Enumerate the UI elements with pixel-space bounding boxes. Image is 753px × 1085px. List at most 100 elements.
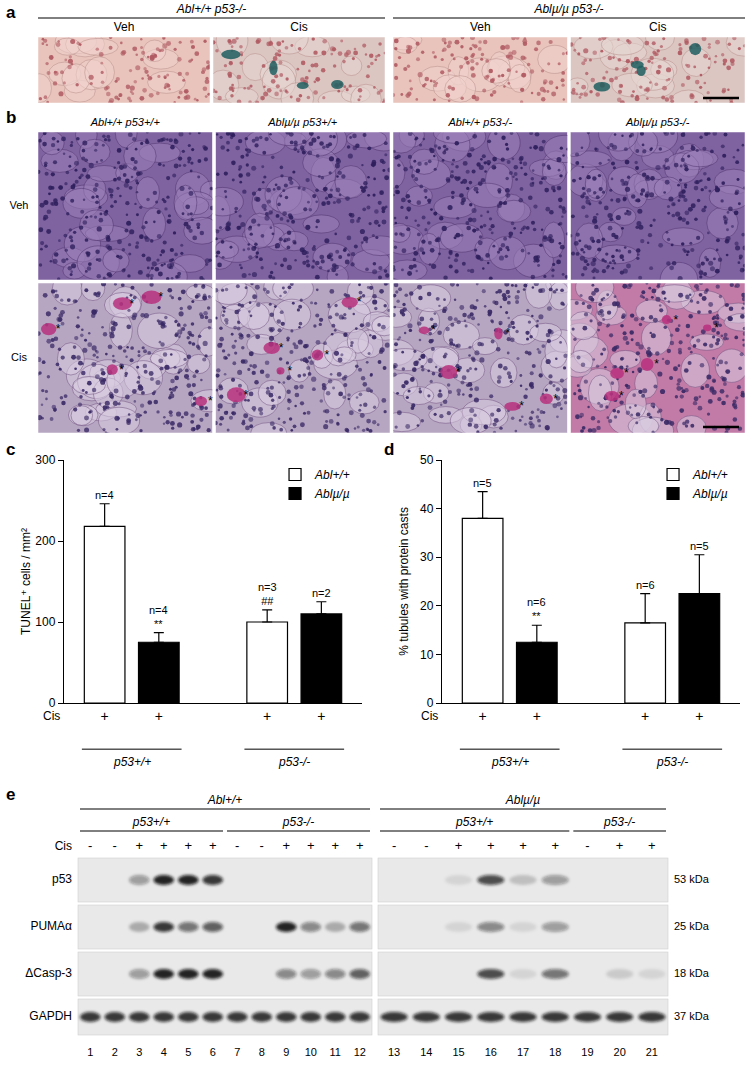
svg-text:n=3##: n=3##: [258, 581, 277, 607]
svg-text:Abl+/+: Abl+/+: [207, 793, 243, 807]
svg-text:+: +: [135, 838, 143, 853]
svg-text:0: 0: [49, 696, 56, 710]
svg-text:*: *: [431, 323, 436, 337]
svg-text:14: 14: [420, 1046, 432, 1058]
svg-text:Abl+/+ p53-/-: Abl+/+ p53-/-: [176, 2, 246, 16]
svg-text:3: 3: [136, 1046, 142, 1058]
svg-text:5: 5: [185, 1046, 191, 1058]
svg-text:+: +: [317, 708, 325, 724]
svg-text:p53+/+: p53+/+: [113, 755, 151, 769]
svg-text:*: *: [208, 394, 213, 408]
svg-text:25 kDa: 25 kDa: [674, 920, 710, 932]
svg-text:p53-/-: p53-/-: [278, 755, 310, 769]
svg-text:*: *: [505, 326, 510, 340]
svg-text:p53+/+: p53+/+: [455, 815, 493, 829]
svg-text:+: +: [519, 838, 527, 853]
svg-text:Ablµ/µ p53-/-: Ablµ/µ p53-/-: [625, 116, 690, 128]
svg-text:ΔCasp-3: ΔCasp-3: [25, 966, 72, 980]
svg-text:+: +: [551, 838, 559, 853]
svg-text:Ablµ/µ p53-/-: Ablµ/µ p53-/-: [533, 2, 603, 16]
svg-text:Veh: Veh: [10, 199, 29, 211]
svg-text:7: 7: [234, 1046, 240, 1058]
svg-text:6: 6: [210, 1046, 216, 1058]
svg-text:13: 13: [388, 1046, 400, 1058]
svg-text:p53-/-: p53-/-: [282, 815, 314, 829]
svg-text:0: 0: [427, 696, 434, 710]
svg-text:1: 1: [87, 1046, 93, 1058]
svg-text:+: +: [479, 708, 487, 724]
svg-text:Ablµ/µ: Ablµ/µ: [314, 487, 350, 501]
svg-text:+: +: [487, 838, 495, 853]
svg-text:9: 9: [283, 1046, 289, 1058]
svg-text:11: 11: [330, 1046, 341, 1058]
svg-text:Cis: Cis: [55, 839, 72, 853]
svg-text:+: +: [307, 838, 315, 853]
svg-text:40: 40: [420, 502, 434, 516]
svg-text:50: 50: [420, 453, 434, 467]
svg-text:Cis: Cis: [43, 709, 60, 723]
svg-text:p53+/+: p53+/+: [491, 755, 529, 769]
svg-text:+: +: [331, 838, 339, 853]
svg-text:TUNEL⁺ cells / mm²: TUNEL⁺ cells / mm²: [19, 528, 33, 635]
svg-text:*: *: [624, 366, 629, 380]
svg-text:Ablµ/µ: Ablµ/µ: [692, 487, 728, 501]
svg-text:10: 10: [305, 1046, 317, 1058]
svg-text:Abl+/+: Abl+/+: [314, 468, 350, 482]
svg-text:4: 4: [161, 1046, 167, 1058]
svg-text:Abl+/+: Abl+/+: [692, 468, 728, 482]
svg-text:Ablµ/µ: Ablµ/µ: [505, 793, 541, 807]
svg-text:*: *: [159, 290, 164, 304]
svg-text:-: -: [392, 838, 396, 853]
svg-text:+: +: [641, 708, 649, 724]
svg-text:n=5: n=5: [473, 477, 492, 489]
svg-text:c: c: [6, 440, 15, 459]
svg-text:n=6: n=6: [636, 579, 655, 591]
svg-text:e: e: [6, 785, 15, 804]
svg-text:+: +: [160, 838, 168, 853]
svg-text:p53-/-: p53-/-: [603, 815, 635, 829]
svg-text:n=2: n=2: [312, 587, 331, 599]
svg-text:+: +: [695, 708, 703, 724]
svg-text:+: +: [533, 708, 541, 724]
svg-text:53 kDa: 53 kDa: [674, 873, 710, 885]
svg-text:*: *: [56, 322, 61, 336]
svg-text:-: -: [424, 838, 428, 853]
svg-text:*: *: [654, 357, 659, 371]
svg-text:PUMAα: PUMAα: [30, 919, 72, 933]
svg-text:*: *: [279, 341, 284, 355]
svg-text:+: +: [356, 838, 364, 853]
svg-text:+: +: [648, 838, 656, 853]
svg-text:20: 20: [420, 599, 434, 613]
svg-text:b: b: [6, 108, 16, 127]
svg-text:21: 21: [646, 1046, 658, 1058]
svg-text:-: -: [88, 838, 92, 853]
svg-text:16: 16: [485, 1046, 497, 1058]
svg-text:p53: p53: [52, 872, 72, 886]
svg-text:Ablµ/µ p53+/+: Ablµ/µ p53+/+: [267, 116, 338, 128]
svg-text:17: 17: [517, 1046, 529, 1058]
svg-text:% tubules with protein casts: % tubules with protein casts: [397, 507, 411, 656]
svg-text:*: *: [714, 321, 719, 335]
svg-text:*: *: [288, 364, 293, 378]
svg-text:Veh: Veh: [114, 20, 135, 34]
svg-text:p53+/+: p53+/+: [132, 815, 170, 829]
svg-text:n=4**: n=4**: [149, 604, 168, 630]
svg-text:*: *: [456, 365, 461, 379]
svg-text:Abl+/+ p53+/+: Abl+/+ p53+/+: [90, 116, 161, 128]
svg-text:10: 10: [420, 648, 434, 662]
svg-text:300: 300: [35, 453, 55, 467]
svg-text:18: 18: [549, 1046, 561, 1058]
svg-text:*: *: [357, 295, 362, 309]
svg-text:n=6**: n=6**: [527, 596, 546, 622]
svg-text:+: +: [616, 838, 624, 853]
svg-text:*: *: [243, 388, 248, 402]
svg-text:Cis: Cis: [290, 20, 307, 34]
svg-text:-: -: [235, 838, 239, 853]
svg-text:30: 30: [420, 550, 434, 564]
svg-text:19: 19: [581, 1046, 593, 1058]
svg-text:8: 8: [259, 1046, 265, 1058]
svg-text:+: +: [263, 708, 271, 724]
svg-text:*: *: [553, 392, 558, 406]
svg-text:200: 200: [35, 534, 55, 548]
svg-text:+: +: [209, 838, 217, 853]
